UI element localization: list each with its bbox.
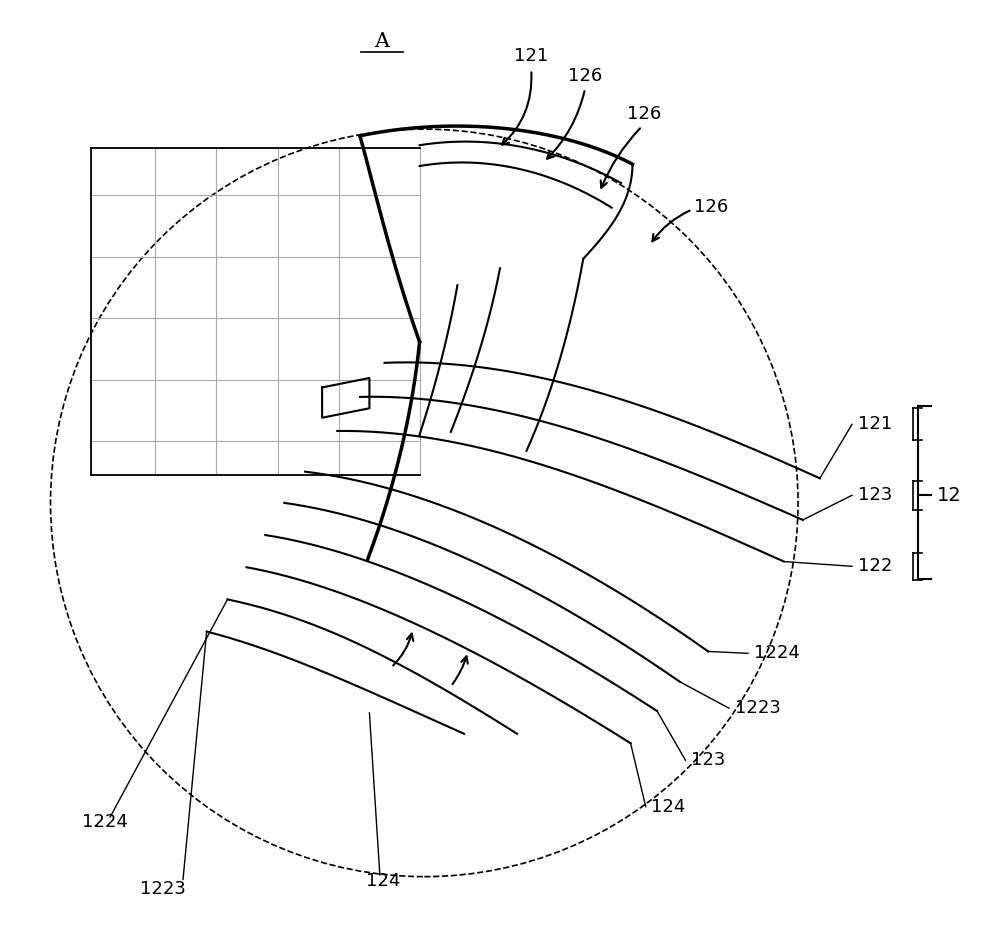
Text: 121: 121 [858,416,892,434]
Text: 122: 122 [858,557,892,575]
Text: 12: 12 [937,486,962,505]
Text: 1224: 1224 [82,812,128,830]
Text: A: A [374,31,389,50]
Text: 124: 124 [651,797,686,815]
Text: 126: 126 [627,105,661,123]
Text: 126: 126 [694,197,728,215]
Text: 123: 123 [691,752,726,770]
Text: 121: 121 [514,47,548,65]
Text: 124: 124 [366,872,400,890]
Text: 1223: 1223 [140,880,186,898]
Text: 126: 126 [568,66,602,84]
Text: 1223: 1223 [735,699,781,717]
Text: 123: 123 [858,486,892,504]
Text: 1224: 1224 [754,644,799,662]
